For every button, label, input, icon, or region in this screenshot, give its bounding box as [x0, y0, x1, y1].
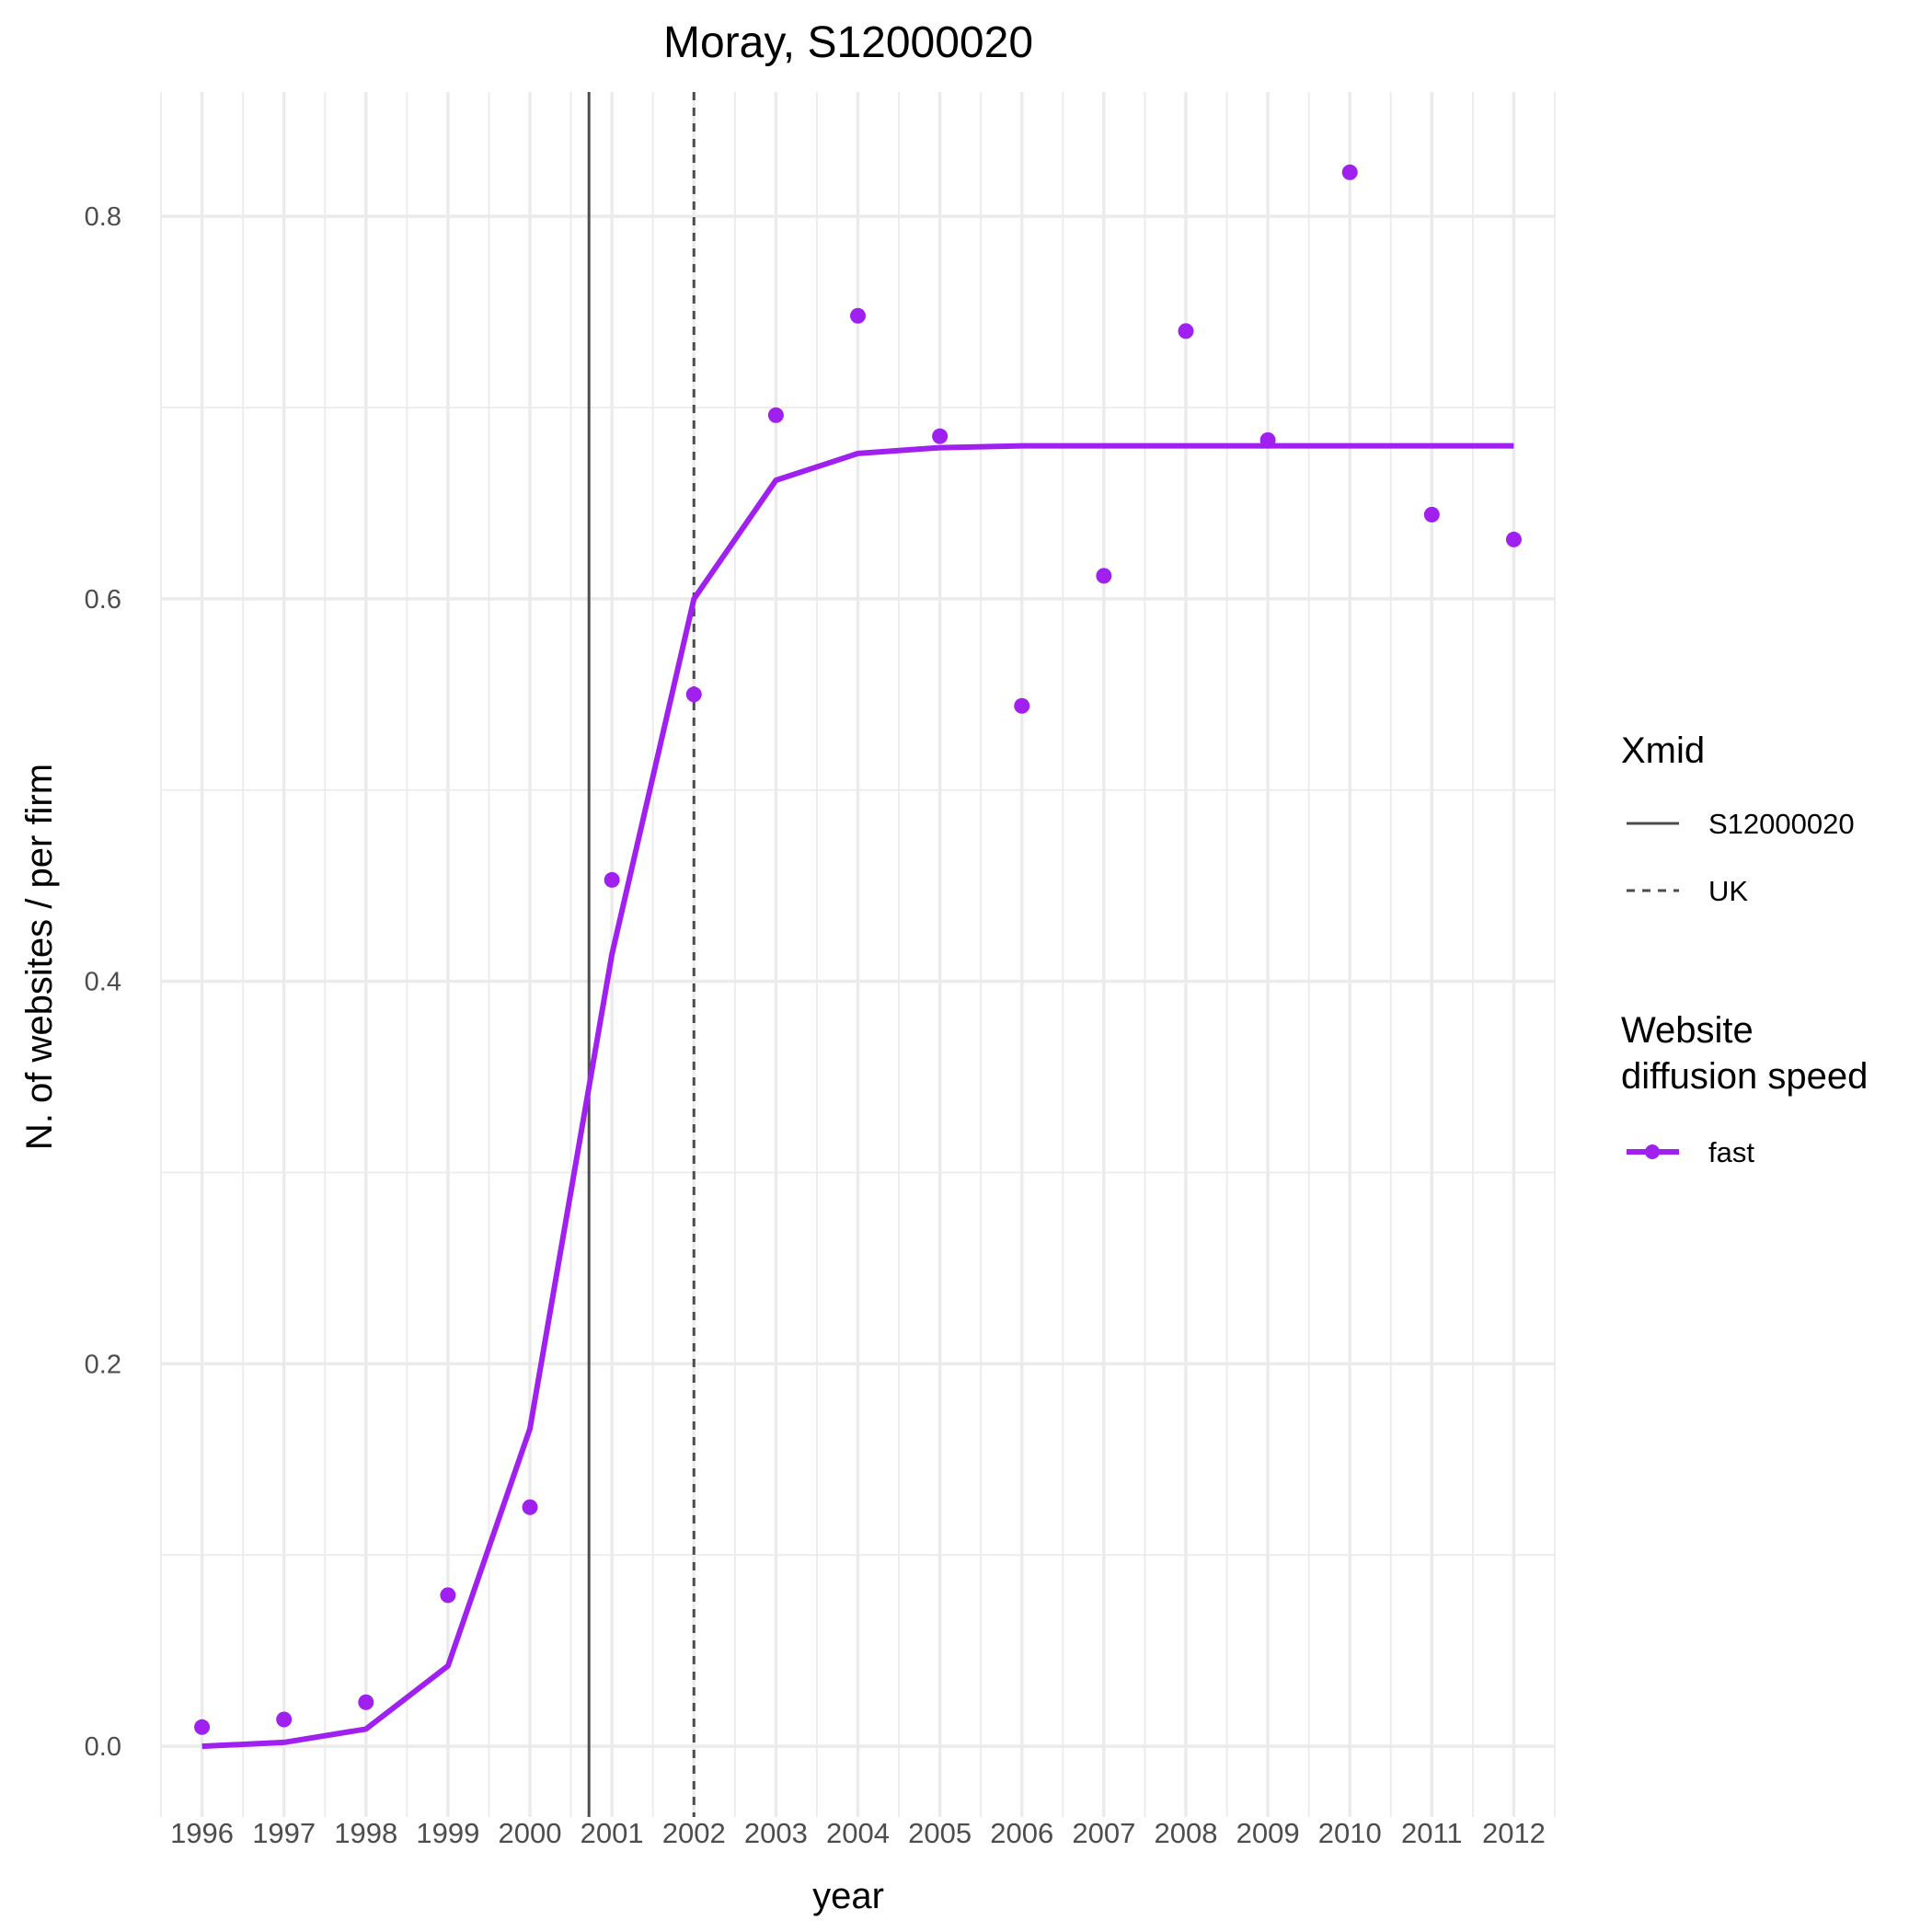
y-axis-title: N. of websites / per firm: [19, 764, 60, 1150]
y-tick-label: 0.4: [85, 968, 121, 997]
x-tick-label: 2010: [1318, 1817, 1382, 1849]
x-axis-title: year: [812, 1876, 884, 1916]
x-tick-label: 2011: [1401, 1817, 1463, 1849]
legend-key-fast-point: [1645, 1144, 1660, 1159]
x-tick-label: 2009: [1236, 1817, 1300, 1849]
x-axis-ticks: 1996 1997 1998 1999 2000 2001 2002 2003 2004 2005…: [170, 1817, 1546, 1849]
x-tick-label: 2007: [1072, 1817, 1135, 1849]
x-tick-label: 2001: [581, 1817, 644, 1849]
y-tick-label: 0.6: [85, 585, 121, 615]
grid: [160, 92, 1556, 1817]
data-point: [1014, 697, 1030, 714]
x-tick-label: 1998: [334, 1817, 397, 1849]
y-tick-label: 0.0: [85, 1732, 121, 1762]
data-point: [1178, 323, 1194, 339]
data-point: [604, 871, 620, 888]
legend-title-speed-line2: diffusion speed: [1621, 1056, 1868, 1097]
data-point: [1259, 431, 1276, 448]
data-point: [1096, 568, 1112, 584]
legend-title-speed-line1: Website: [1621, 1010, 1754, 1051]
x-tick-label: 2008: [1154, 1817, 1217, 1849]
data-point: [850, 307, 866, 324]
legend-label-s12000020: S12000020: [1708, 808, 1855, 840]
chart-title: Moray, S12000020: [663, 18, 1033, 67]
x-tick-label: 1997: [252, 1817, 316, 1849]
data-point: [767, 407, 784, 423]
legend-label-fast: fast: [1708, 1136, 1754, 1168]
y-tick-label: 0.8: [85, 202, 121, 232]
data-point: [276, 1711, 293, 1728]
legend: Xmid S12000020 UK Website diffusion spee…: [1621, 730, 1868, 1168]
data-point: [1423, 506, 1440, 523]
x-tick-label: 2004: [826, 1817, 890, 1849]
y-tick-label: 0.2: [85, 1350, 121, 1379]
x-tick-label: 2003: [744, 1817, 808, 1849]
reference-lines: [587, 92, 696, 1817]
series: [194, 164, 1522, 1750]
x-tick-label: 1999: [416, 1817, 479, 1849]
x-tick-label: 2000: [499, 1817, 562, 1849]
x-tick-label: 2012: [1482, 1817, 1546, 1849]
x-tick-label: 2005: [908, 1817, 972, 1849]
x-tick-label: 2006: [990, 1817, 1053, 1849]
data-point: [1505, 531, 1522, 547]
data-point: [194, 1719, 211, 1735]
data-point: [932, 428, 949, 444]
data-point: [522, 1499, 538, 1515]
data-point: [1341, 164, 1358, 180]
legend-label-uk: UK: [1708, 875, 1748, 907]
data-point: [685, 686, 702, 703]
x-tick-label: 1996: [170, 1817, 234, 1849]
legend-title-xmid: Xmid: [1621, 730, 1705, 771]
fit-line-fast: [201, 443, 1514, 1750]
x-tick-label: 2002: [662, 1817, 726, 1849]
data-point: [358, 1694, 374, 1710]
y-axis-ticks: 0.0 0.2 0.4 0.6 0.8: [85, 202, 121, 1762]
data-point: [440, 1587, 456, 1604]
